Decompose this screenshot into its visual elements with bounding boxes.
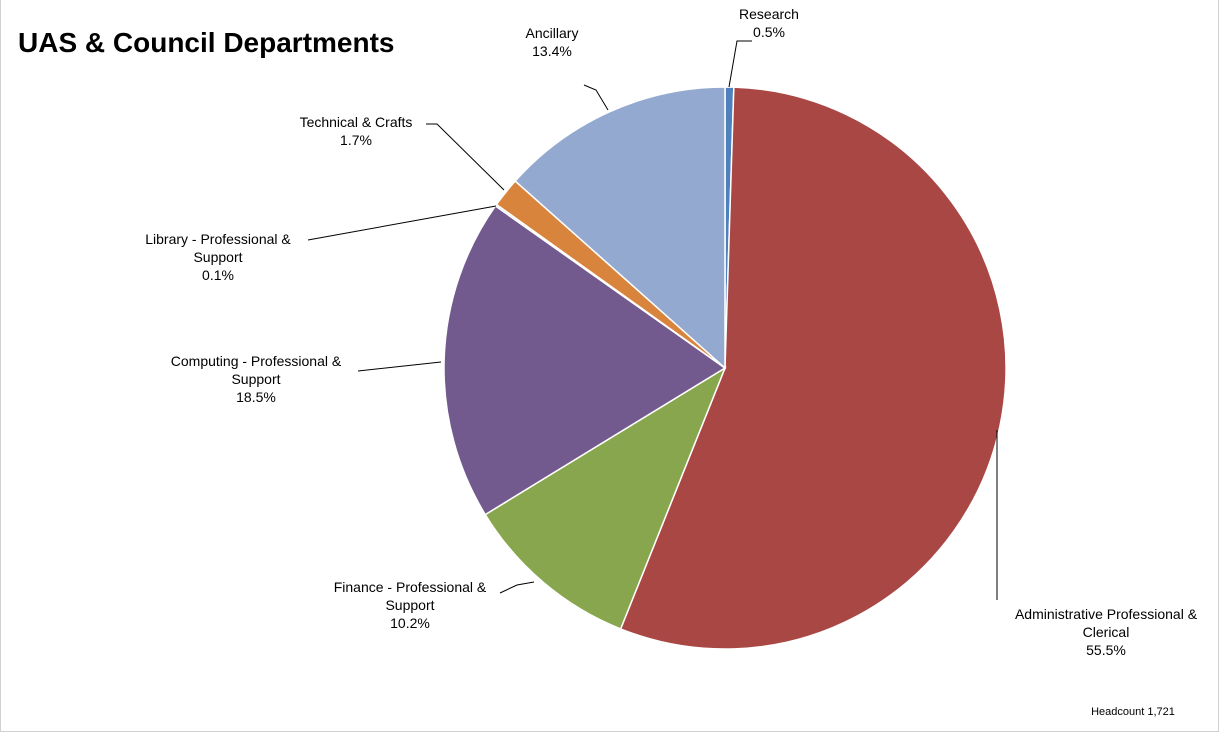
leader-lines	[307, 40, 998, 600]
slice-name-line: Administrative Professional &	[1015, 606, 1198, 622]
pie-slices	[443, 86, 1007, 650]
slice-value-label: 13.4%	[532, 43, 572, 59]
slice-value-label: 10.2%	[390, 615, 430, 631]
slice-name-line: Research	[739, 6, 799, 22]
slice-label-research: Research 0.5%	[739, 6, 799, 40]
pie-slice-finance-professional-and-support	[484, 366, 727, 630]
slice-value-label: 1.7%	[340, 132, 372, 148]
slice-name-line: Support	[193, 249, 242, 265]
slice-label-computing-professional-and-support: Computing - Professional & Support 18.5%	[171, 353, 342, 405]
slice-value-label: 55.5%	[1086, 642, 1126, 658]
leader-line-technical-and-crafts	[426, 123, 505, 191]
slice-name-line: Computing - Professional &	[171, 353, 342, 369]
leader-line-finance-professional-and-support	[499, 581, 535, 594]
slice-name-line: Library - Professional &	[145, 231, 291, 247]
slice-name-line: Ancillary	[526, 25, 579, 41]
leader-line-ancillary	[583, 84, 609, 111]
slice-label-administrative-professional-and-clerical: Administrative Professional & Clerical 55.…	[1015, 606, 1198, 658]
chart-title: UAS & Council Departments	[18, 27, 395, 58]
slice-name-line: Support	[385, 597, 434, 613]
slice-value-label: 0.1%	[202, 267, 234, 283]
pie-slice-administrative-professional-and-clerical	[619, 86, 1007, 650]
slice-name-line: Technical & Crafts	[300, 114, 413, 130]
leader-line-library-professional-and-support	[307, 205, 497, 241]
slice-labels: Research 0.5% Administrative Professional …	[145, 6, 1197, 658]
slice-name-line: Clerical	[1083, 624, 1130, 640]
headcount-note: Headcount 1,721	[1091, 706, 1175, 718]
slice-label-technical-and-crafts: Technical & Crafts 1.7%	[300, 114, 413, 148]
slice-label-finance-professional-and-support: Finance - Professional & Support 10.2%	[334, 579, 487, 631]
leader-line-computing-professional-and-support	[357, 361, 442, 372]
slice-value-label: 0.5%	[753, 24, 785, 40]
leader-line-research	[728, 40, 752, 88]
slice-value-label: 18.5%	[236, 389, 276, 405]
pie-slice-ancillary	[514, 86, 726, 370]
slice-name-line: Finance - Professional &	[334, 579, 487, 595]
slice-label-library-professional-and-support: Library - Professional & Support 0.1%	[145, 231, 291, 283]
slice-name-line: Support	[231, 371, 280, 387]
slice-label-ancillary: Ancillary 13.4%	[526, 25, 579, 59]
pie-slice-computing-professional-and-support	[443, 204, 727, 516]
